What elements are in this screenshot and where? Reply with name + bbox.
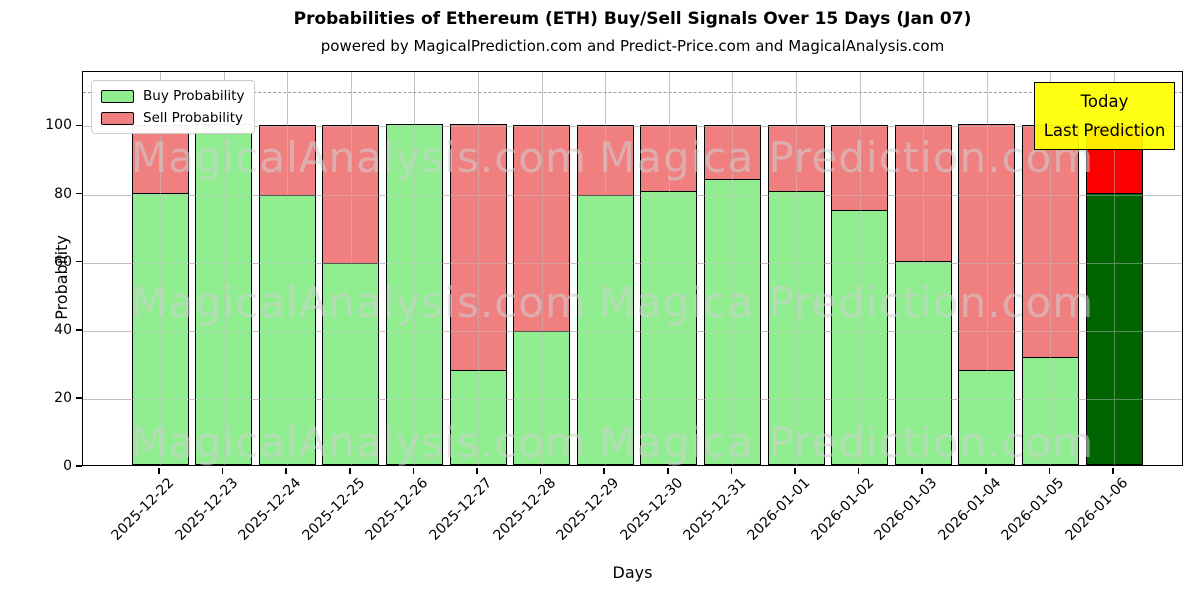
horizontal-gridline [83, 194, 1182, 196]
bar-sell-segment [449, 124, 507, 372]
horizontal-gridline [83, 262, 1182, 264]
bar-buy-segment [703, 178, 761, 465]
y-tick-mark [76, 124, 82, 127]
legend-item-sell: Sell Probability [101, 110, 244, 126]
bar-sell-segment [1021, 124, 1079, 358]
bar-buy-segment [831, 209, 889, 465]
legend-label-sell: Sell Probability [143, 110, 244, 126]
horizontal-gridline [83, 126, 1182, 128]
bar-buy-segment [195, 124, 253, 465]
vertical-gridline [350, 72, 352, 465]
bar-buy-segment [513, 330, 571, 465]
vertical-gridline [605, 72, 607, 465]
sell-swatch-icon [101, 111, 134, 125]
y-axis-label: Probability [51, 235, 71, 320]
bar-sell-segment [894, 124, 952, 263]
vertical-gridline [1114, 72, 1115, 465]
y-tick-label: 20 [54, 389, 72, 406]
chart-title: Probabilities of Ethereum (ETH) Buy/Sell… [293, 9, 972, 29]
gridlines-over [83, 72, 1182, 465]
today-annotation: Today Last Prediction [1034, 82, 1175, 150]
vertical-gridline [287, 72, 289, 465]
bar-sell-segment [322, 124, 380, 264]
x-tick-mark [857, 467, 860, 474]
vertical-gridline [1050, 72, 1052, 465]
vertical-gridline [732, 72, 734, 465]
x-tick-mark [158, 467, 160, 474]
x-tick-mark [1112, 467, 1114, 474]
bar-buy-segment [322, 262, 380, 465]
bar-buy-segment [576, 194, 634, 465]
vertical-gridline [223, 72, 225, 465]
chart-subtitle: powered by MagicalPrediction.com and Pre… [320, 37, 945, 55]
bars-layer [83, 72, 1182, 465]
x-tick-mark [985, 467, 987, 474]
x-tick-mark [476, 467, 478, 474]
y-tick-mark [76, 329, 82, 331]
x-tick-mark [539, 467, 542, 474]
bar-sell-segment [958, 124, 1016, 372]
vertical-gridline [796, 72, 797, 465]
x-tick-mark [794, 467, 796, 474]
y-tick-label: 40 [54, 321, 72, 338]
x-tick-mark [730, 467, 733, 474]
legend-item-buy: Buy Probability [101, 88, 244, 104]
bar-sell-segment [703, 124, 761, 181]
today-annotation-line1: Today [1080, 92, 1129, 111]
x-tick-mark [285, 467, 287, 474]
bar-buy-segment [385, 124, 443, 465]
bar-sell-segment [767, 124, 825, 193]
y-tick-mark [76, 260, 82, 263]
vertical-gridline [478, 72, 479, 465]
y-tick-label: 60 [54, 253, 72, 270]
x-tick-mark [349, 467, 351, 474]
vertical-gridline [414, 72, 416, 465]
x-tick-mark [1048, 467, 1051, 474]
y-tick-mark [76, 465, 82, 467]
bar-buy-segment [1021, 356, 1079, 465]
vertical-gridline [668, 72, 670, 465]
plot-area: MagicalAnalysis.com MagicalAnalysis.com Ma… [82, 71, 1183, 467]
bar-sell-segment [640, 124, 698, 193]
threshold-dashed-line [83, 92, 1182, 94]
y-tick-mark [76, 397, 82, 399]
legend-label-buy: Buy Probability [143, 88, 245, 104]
bar-buy-segment [958, 369, 1016, 465]
bar-buy-segment [767, 190, 825, 465]
horizontal-gridline [83, 330, 1182, 332]
x-tick-mark [603, 467, 605, 474]
x-tick-mark [221, 467, 224, 474]
bar-sell-segment [831, 124, 889, 212]
legend: Buy Probability Sell Probability [91, 80, 256, 134]
y-tick-mark [76, 192, 82, 195]
vertical-gridline [859, 72, 861, 465]
bar-buy-segment [258, 194, 316, 465]
bar-buy-segment-today [1085, 192, 1143, 465]
vertical-gridline [541, 72, 543, 465]
bar-sell-segment [131, 124, 189, 195]
horizontal-gridline [83, 398, 1182, 400]
vertical-gridline [160, 72, 161, 465]
bar-sell-segment [576, 124, 634, 196]
vertical-gridline [986, 72, 988, 465]
x-tick-mark [667, 467, 669, 474]
x-tick-mark [412, 467, 415, 474]
bar-sell-segment [258, 124, 316, 196]
x-tick-mark [921, 467, 923, 474]
x-axis-label: Days [612, 563, 653, 582]
bar-sell-segment [513, 124, 571, 332]
bar-buy-segment [640, 190, 698, 465]
y-tick-label: 0 [63, 458, 72, 474]
buy-swatch-icon [101, 89, 134, 103]
today-annotation-line2: Last Prediction [1043, 121, 1166, 140]
y-tick-label: 100 [45, 117, 72, 134]
vertical-gridline [923, 72, 925, 465]
y-tick-label: 80 [54, 185, 72, 202]
bar-buy-segment [894, 260, 952, 465]
